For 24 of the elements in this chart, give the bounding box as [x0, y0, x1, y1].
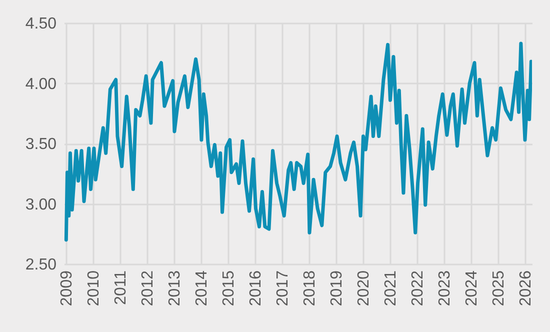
- x-tick-label: 2018: [302, 270, 319, 306]
- y-tick-label: 4.50: [25, 16, 57, 32]
- x-tick-label: 2013: [166, 270, 184, 306]
- y-tick-label: 2.50: [25, 256, 57, 274]
- x-tick-label: 2012: [140, 270, 157, 306]
- x-tick-label: 2016: [248, 270, 265, 306]
- x-tick-label: 2010: [86, 270, 103, 306]
- x-tick-label: 2014: [194, 270, 211, 306]
- x-tick-label: 2021: [382, 270, 400, 306]
- y-tick-label: 4.00: [25, 76, 57, 93]
- x-tick-label: 2024: [464, 270, 481, 306]
- y-tick-label: 3.00: [25, 196, 57, 214]
- x-tick-label: 2015: [220, 270, 238, 306]
- x-tick-label: 2017: [274, 270, 292, 306]
- x-tick-label: 2009: [58, 270, 76, 306]
- x-tick-label: 2022: [410, 270, 427, 306]
- x-tick-label: 2025: [490, 270, 508, 306]
- x-tick-label: 2011: [112, 270, 130, 305]
- y-tick-label: 3.50: [25, 136, 57, 153]
- line-series: [64, 42, 532, 242]
- x-tick-label: 2026: [518, 270, 535, 306]
- x-tick-label: 2020: [356, 270, 373, 306]
- x-tick-label: 2019: [328, 270, 346, 306]
- x-tick-label: 2023: [436, 270, 454, 306]
